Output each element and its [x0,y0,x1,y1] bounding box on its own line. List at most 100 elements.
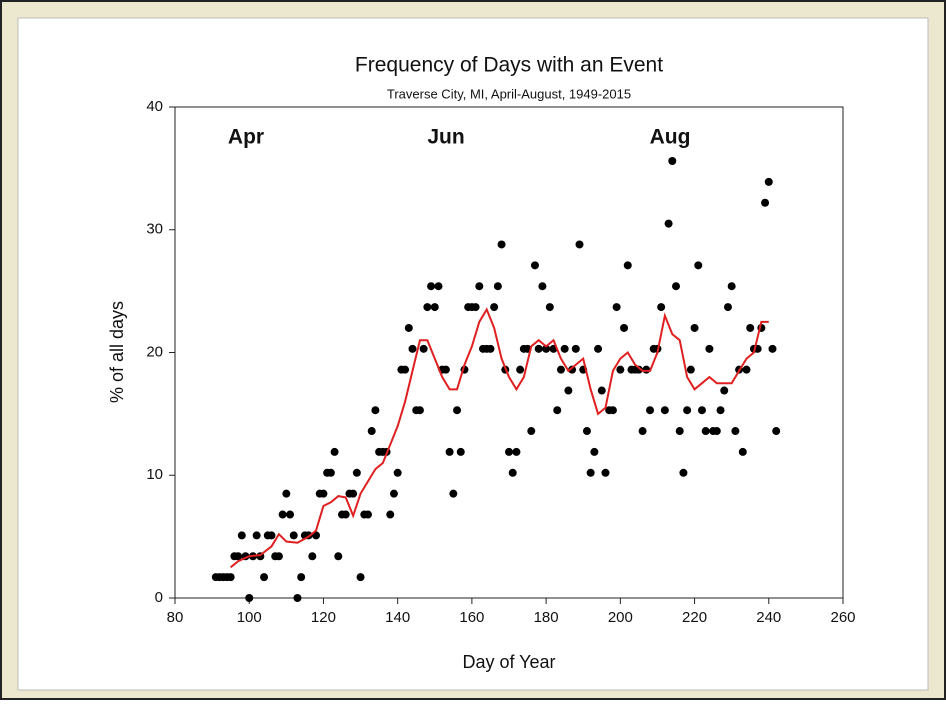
data-point [401,365,410,374]
data-point [705,344,714,353]
data-point [445,447,454,456]
data-point [545,303,554,312]
data-point [761,198,770,207]
data-point [516,365,525,374]
data-point [746,323,755,332]
data-point [260,573,269,582]
data-point [560,344,569,353]
data-point [568,365,577,374]
data-point [404,323,413,332]
data-point [616,365,625,374]
data-point [634,365,643,374]
data-point [742,365,751,374]
y-tick-label: 30 [146,221,163,238]
data-point [475,282,484,291]
panel [17,17,929,691]
data-point [334,552,343,561]
data-point [415,406,424,415]
data-point [471,303,480,312]
x-tick-label: 180 [534,609,559,626]
data-point [274,552,283,561]
x-axis-label: Day of Year [462,652,555,672]
data-point [553,406,562,415]
data-point [768,344,777,353]
data-point [456,447,465,456]
data-point [664,219,673,228]
data-point [582,427,591,436]
data-point [493,282,502,291]
data-point [423,303,432,312]
data-point [430,303,439,312]
data-point [408,344,417,353]
data-point [657,303,666,312]
y-tick-label: 0 [155,589,163,606]
data-point [623,261,632,270]
data-point [723,303,732,312]
data-point [286,510,295,519]
data-point [367,427,376,436]
data-point [720,386,729,395]
data-point [679,468,688,477]
data-point [356,573,365,582]
data-point [453,406,462,415]
data-point [638,427,647,436]
data-point [419,344,428,353]
y-tick-label: 10 [146,466,163,483]
data-point [575,240,584,249]
data-point [297,573,306,582]
data-point [226,573,235,582]
data-point [505,447,513,456]
data-point [716,406,725,415]
chart-title: Frequency of Days with an Event [355,54,663,77]
y-tick-label: 20 [146,343,163,360]
data-point [660,406,669,415]
data-point [490,303,499,312]
data-point [642,365,651,374]
data-point [697,406,706,415]
data-point [675,427,684,436]
data-point [727,282,736,291]
x-tick-label: 120 [311,609,336,626]
data-point [701,427,710,436]
data-point [245,594,254,602]
data-point [363,510,372,519]
data-point [731,427,740,436]
data-point [556,365,565,374]
data-point [371,406,380,415]
month-label: Apr [228,126,264,149]
x-tick-label: 260 [830,609,855,626]
data-point [434,282,443,291]
x-tick-label: 100 [237,609,262,626]
x-tick-label: 80 [167,609,184,626]
data-point [772,427,781,436]
data-point [341,510,350,519]
data-point [319,489,328,498]
data-point [571,344,580,353]
data-point [278,510,287,519]
data-point [538,282,547,291]
data-point [252,531,261,540]
data-point [597,386,606,395]
month-label: Jun [427,126,464,149]
y-tick-label: 40 [146,98,163,115]
data-point [668,157,677,166]
data-point [534,344,543,353]
data-point [508,468,517,477]
trend-line [230,307,769,569]
data-point [293,594,302,602]
x-tick-label: 200 [608,609,633,626]
data-point [393,468,402,477]
month-label: Aug [650,126,691,149]
data-point [586,468,595,477]
data-point [690,323,699,332]
data-point [608,406,617,415]
data-point [267,531,276,540]
data-point [686,365,695,374]
data-point [512,447,521,456]
data-point [694,261,703,270]
data-point [594,344,603,353]
data-point [441,365,450,374]
y-axis-label: % of all days [107,301,127,403]
data-point [349,489,358,498]
